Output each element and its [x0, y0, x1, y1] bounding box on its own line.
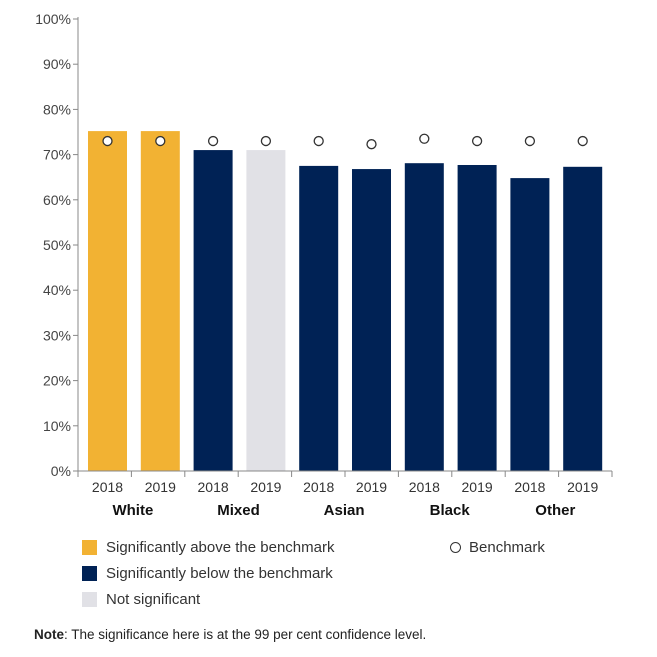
benchmark-marker — [419, 133, 430, 144]
x-tick-label: 2018 — [303, 479, 334, 495]
legend-label-not: Not significant — [106, 591, 201, 608]
benchmark-marker — [366, 139, 377, 150]
benchmark-marker — [313, 135, 324, 147]
x-tick-label: 2019 — [567, 479, 598, 495]
note-text: : The significance here is at the 99 per… — [64, 627, 427, 642]
legend-item-below: Significantly below the benchmark — [82, 565, 333, 582]
y-tick-label: 0% — [51, 463, 71, 479]
bar — [352, 169, 391, 471]
x-tick-label: 2018 — [198, 479, 229, 495]
x-tick-label: 2018 — [514, 479, 545, 495]
bar — [563, 166, 603, 471]
y-tick-label: 40% — [43, 282, 71, 298]
x-tick-label: 2019 — [356, 479, 387, 495]
group-label: Asian — [324, 502, 365, 519]
y-tick-label: 50% — [43, 237, 71, 253]
x-tick-label: 2019 — [462, 479, 493, 495]
benchmark-marker — [207, 135, 219, 147]
bar — [246, 150, 286, 471]
y-tick-label: 10% — [43, 418, 71, 434]
benchmark-marker — [577, 135, 588, 147]
legend-swatch-below — [82, 566, 97, 581]
y-tick-label: 60% — [43, 192, 71, 208]
legend-item-above: Significantly above the benchmark — [82, 539, 334, 556]
benchmark-marker — [260, 135, 272, 147]
bar — [299, 165, 339, 471]
legend-swatch-above — [82, 540, 97, 555]
legend-swatch-not — [82, 592, 97, 607]
legend-item-benchmark: Benchmark — [450, 539, 545, 556]
group-label: Black — [430, 502, 471, 519]
bar — [88, 131, 127, 471]
legend-label-below: Significantly below the benchmark — [106, 565, 333, 582]
bar — [510, 178, 550, 471]
benchmark-marker — [102, 135, 113, 147]
benchmark-marker — [471, 135, 483, 147]
y-tick-label: 30% — [43, 327, 71, 343]
benchmark-marker — [155, 135, 166, 147]
benchmark-circle-icon — [450, 542, 461, 553]
bar — [404, 163, 444, 472]
legend-label-above: Significantly above the benchmark — [106, 539, 335, 556]
group-label: White — [112, 502, 153, 519]
bar — [457, 164, 497, 471]
bar-chart: 0% 10% 20% 30% 40% 50% 60% 70% 80% 90% 100% 2018 201… — [35, 11, 613, 519]
group-label: Mixed — [217, 502, 260, 519]
bar — [140, 131, 180, 471]
footnote: Note: The significance here is at the 99… — [34, 627, 426, 642]
y-tick-label: 80% — [43, 101, 71, 117]
x-tick-label: 2019 — [145, 479, 176, 495]
group-label: Other — [535, 502, 575, 519]
note-label: Note — [34, 627, 64, 642]
bar — [193, 150, 233, 471]
y-tick-label: 90% — [43, 56, 71, 72]
legend-label-benchmark: Benchmark — [469, 539, 545, 556]
x-tick-label: 2018 — [409, 479, 440, 495]
x-tick-label: 2018 — [92, 479, 123, 495]
legend-item-not: Not significant — [82, 591, 200, 608]
y-tick-label: 100% — [35, 11, 71, 27]
y-tick-label: 20% — [43, 373, 71, 389]
benchmark-marker — [524, 135, 536, 147]
y-tick-label: 70% — [43, 147, 71, 163]
x-tick-label: 2019 — [250, 479, 281, 495]
